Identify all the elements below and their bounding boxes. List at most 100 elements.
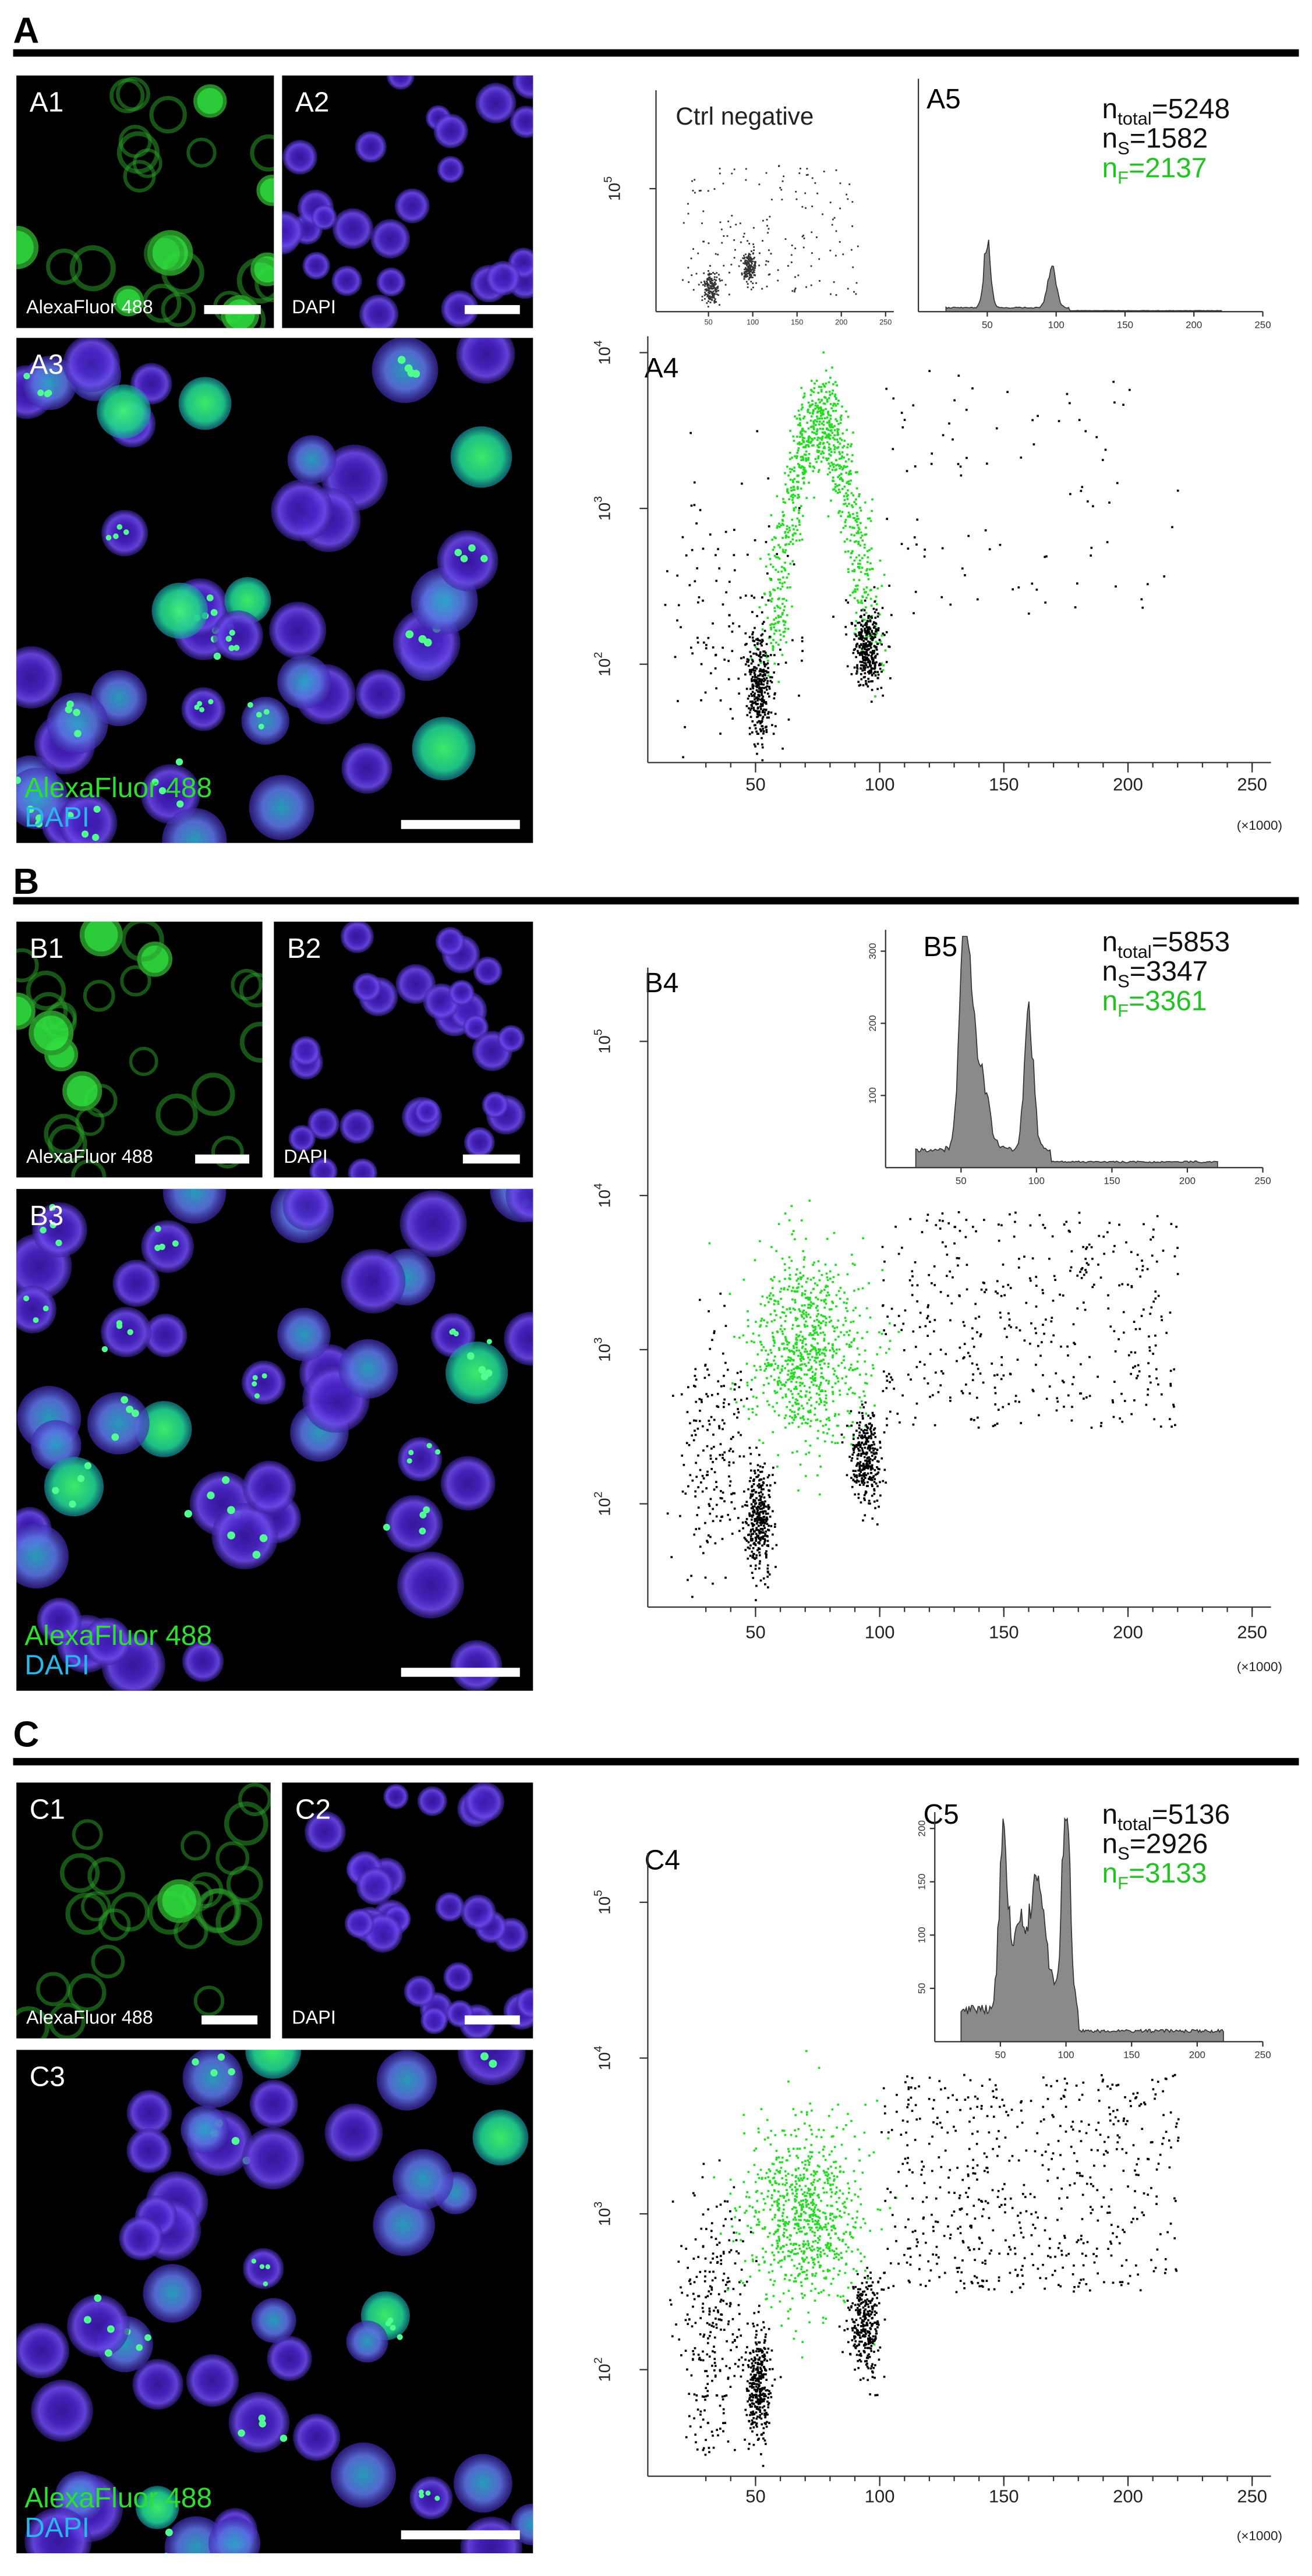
event-dot	[827, 446, 830, 449]
event-dot	[855, 1464, 858, 1467]
event-dot	[704, 282, 706, 284]
event-dot	[868, 517, 871, 520]
event-dot	[797, 1409, 800, 1411]
event-dot	[755, 1528, 758, 1531]
event-dot	[867, 627, 869, 629]
cell	[155, 1094, 198, 1136]
event-dot	[885, 1481, 887, 1484]
event-dot	[868, 632, 871, 635]
event-dot	[867, 640, 869, 643]
inset-x-tick-label: 100	[747, 319, 759, 327]
event-dot	[860, 624, 862, 627]
event-dot	[744, 260, 746, 263]
cell	[433, 114, 468, 148]
event-dot	[750, 281, 752, 283]
event-dot	[985, 1289, 988, 1291]
event-dot	[860, 601, 862, 604]
event-dot	[1014, 1400, 1017, 1403]
event-dot	[752, 1501, 755, 1503]
event-dot	[852, 1320, 855, 1323]
event-dot	[819, 1466, 822, 1468]
event-dot	[897, 1252, 900, 1255]
event-dot	[818, 1388, 821, 1390]
cell	[250, 134, 274, 172]
event-dot	[775, 556, 777, 558]
event-dot	[822, 1320, 825, 1322]
event-dot	[747, 240, 749, 242]
y-tick-label: 105	[592, 1029, 614, 1053]
event-dot	[865, 1424, 868, 1427]
event-dot	[842, 253, 844, 256]
event-dot	[765, 731, 768, 733]
event-dot	[761, 674, 764, 677]
event-dot	[773, 1319, 776, 1322]
event-dot	[821, 1360, 823, 1363]
event-dot	[880, 643, 883, 646]
event-dot	[784, 1367, 787, 1370]
event-dot	[865, 680, 867, 682]
event-dot	[837, 1364, 840, 1367]
event-dot	[766, 1567, 769, 1570]
event-dot	[813, 431, 816, 434]
event-dot	[745, 271, 748, 273]
count-subscript: total	[1118, 108, 1152, 129]
event-dot	[692, 189, 694, 192]
event-dot	[867, 677, 869, 680]
event-dot	[751, 1551, 754, 1553]
event-dot	[797, 481, 800, 483]
plot-label: B4	[645, 968, 679, 999]
event-dot	[850, 1477, 853, 1479]
event-dot	[856, 1463, 858, 1466]
event-dot	[861, 635, 864, 638]
count-value: =5248	[1152, 94, 1230, 125]
event-dot	[756, 1509, 759, 1512]
cell	[338, 1339, 398, 1399]
event-dot	[959, 1346, 961, 1349]
event-dot	[830, 1308, 833, 1311]
event-dot	[875, 648, 878, 651]
event-dot	[754, 274, 756, 277]
event-dot	[707, 190, 709, 192]
event-dot	[1054, 1279, 1056, 1281]
event-dot	[860, 1452, 862, 1455]
event-dot	[809, 419, 812, 422]
event-dot	[791, 496, 794, 499]
event-dot	[810, 265, 812, 267]
event-dot	[752, 631, 754, 634]
event-dot	[890, 1376, 892, 1379]
event-dot	[744, 256, 746, 259]
event-dot	[769, 1292, 772, 1294]
event-dot	[965, 408, 968, 411]
event-dot	[975, 1230, 977, 1233]
cell	[309, 1157, 338, 1178]
event-dot	[872, 623, 874, 626]
event-dot	[795, 1346, 798, 1349]
event-dot	[863, 614, 866, 616]
event-dot	[750, 678, 753, 681]
event-dot	[812, 1337, 814, 1340]
event-dot	[759, 557, 762, 560]
event-dot	[778, 165, 780, 167]
event-dot	[681, 1455, 684, 1457]
event-dot	[1160, 1315, 1163, 1318]
event-dot	[859, 684, 862, 687]
event-dot	[915, 543, 918, 546]
event-dot	[752, 282, 754, 284]
event-dot	[790, 1369, 793, 1372]
event-dot	[831, 366, 833, 369]
cell	[121, 921, 164, 962]
inset-x-tick-label: 150	[791, 319, 803, 327]
event-dot	[781, 1311, 784, 1314]
event-dot	[756, 1549, 759, 1552]
event-dot	[695, 273, 698, 275]
event-dot	[777, 1454, 780, 1456]
event-dot	[863, 546, 866, 549]
event-dot	[756, 643, 759, 645]
event-dot	[765, 1516, 768, 1519]
event-dot	[877, 673, 880, 676]
event-dot	[868, 1499, 871, 1502]
event-dot	[931, 1394, 934, 1397]
event-dot	[1090, 1427, 1093, 1429]
event-dot	[783, 1383, 786, 1386]
event-dot	[695, 522, 698, 525]
